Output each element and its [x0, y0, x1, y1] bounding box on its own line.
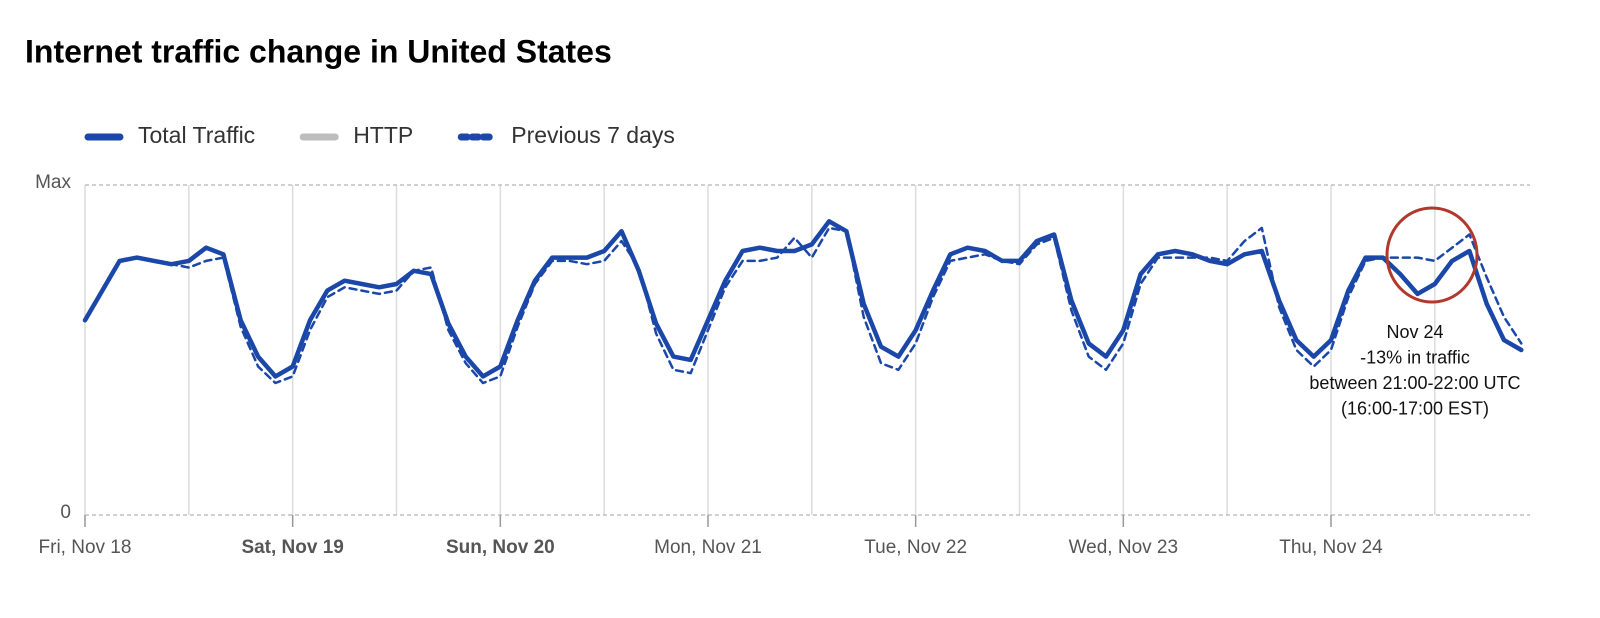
- annotation-text: (16:00-17:00 EST): [1341, 398, 1489, 418]
- grid: [84, 184, 1530, 527]
- series-line: [82, 219, 1524, 379]
- y-tick-label: 0: [60, 502, 71, 523]
- x-tick-label: Wed, Nov 23: [1069, 537, 1178, 558]
- legend-label: Total Traffic: [138, 122, 255, 148]
- x-tick-label: Thu, Nov 24: [1279, 537, 1383, 558]
- annotation-text: Nov 24: [1386, 322, 1443, 342]
- x-tick-label: Tue, Nov 22: [864, 537, 967, 558]
- plot: [82, 219, 1524, 385]
- legend-label: HTTP: [353, 122, 413, 148]
- x-tick-label: Mon, Nov 21: [654, 537, 762, 558]
- chart-title: Internet traffic change in United States: [25, 33, 612, 69]
- highlight-circle: [1385, 206, 1479, 304]
- x-tick-label: Fri, Nov 18: [39, 537, 132, 558]
- annotation-text: between 21:00-22:00 UTC: [1309, 373, 1520, 393]
- legend-label: Previous 7 days: [511, 122, 675, 148]
- labels: 0 Max Fri, Nov 18 Sat, Nov 19 Sun, Nov 20 Mon…: [35, 122, 1520, 558]
- series-line: [83, 226, 1523, 385]
- x-tick-label: Sun, Nov 20: [446, 537, 555, 558]
- annotation-text: -13% in traffic: [1360, 347, 1470, 367]
- y-tick-label: Max: [35, 172, 71, 193]
- x-tick-label: Sat, Nov 19: [241, 537, 343, 558]
